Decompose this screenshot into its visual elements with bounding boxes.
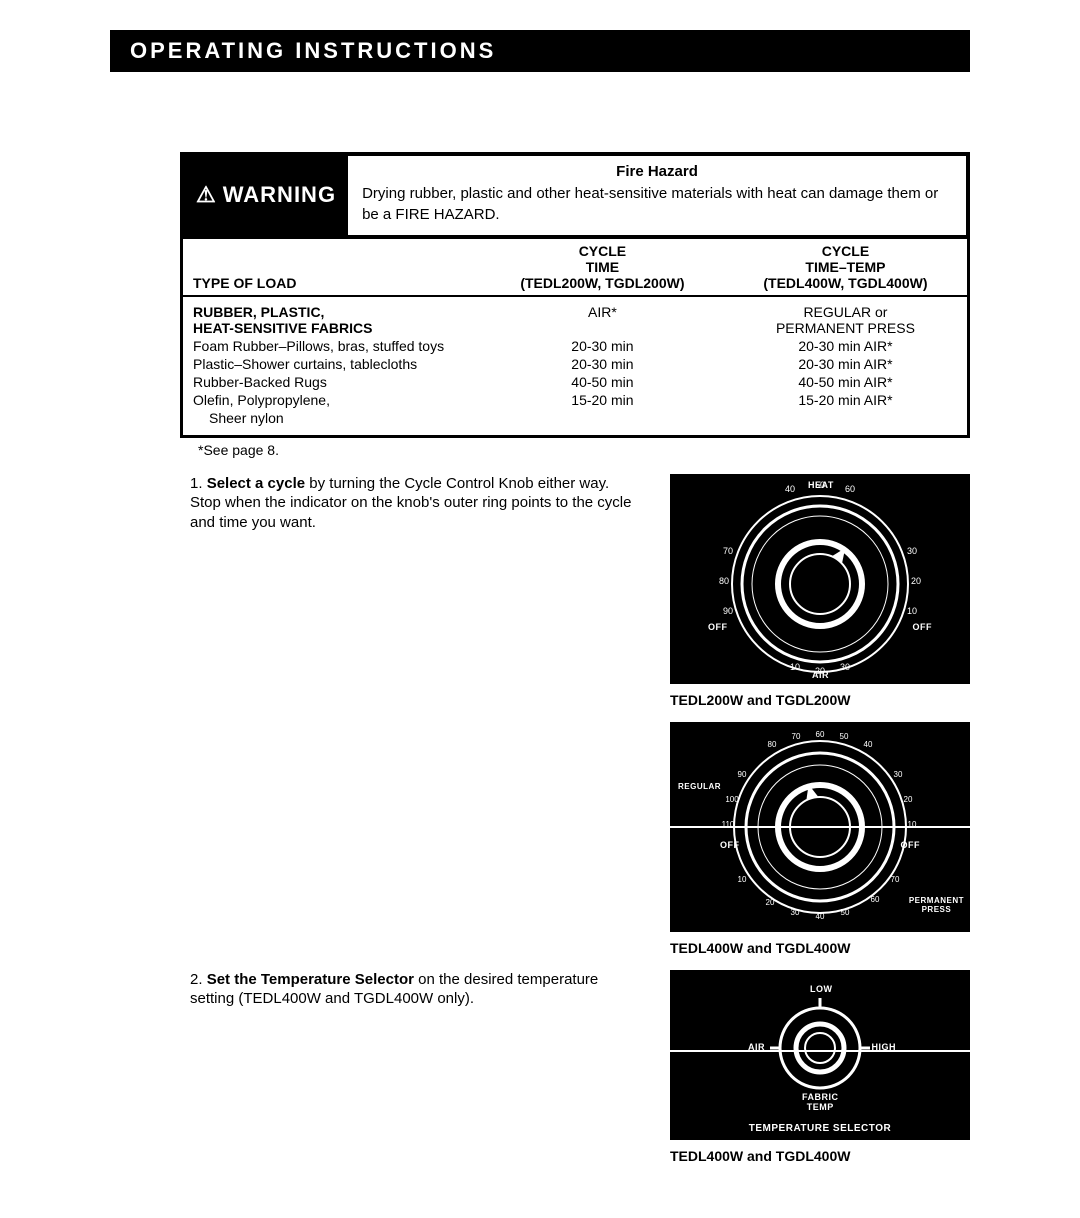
svg-text:40: 40	[816, 912, 825, 921]
svg-text:20: 20	[904, 795, 913, 804]
dial2-left-label: REGULAR	[678, 782, 721, 791]
dial3-svg	[670, 970, 970, 1140]
warning-label: ⚠ WARNING	[184, 156, 348, 235]
svg-text:30: 30	[907, 546, 917, 556]
col3-header-line2: TIME–TEMP	[730, 259, 961, 275]
dial1-right-off: OFF	[913, 622, 933, 632]
dial3-left-label: AIR	[748, 1042, 765, 1052]
col2-header-line3: (TEDL200W, TGDL200W)	[487, 275, 718, 291]
dial3-panel: LOW AIR HIGH FABRICTEMP TEMPERATURE SELE…	[670, 970, 970, 1140]
svg-text:30: 30	[840, 662, 850, 672]
svg-text:60: 60	[845, 484, 855, 494]
svg-text:70: 70	[792, 732, 801, 741]
svg-text:20: 20	[911, 576, 921, 586]
svg-text:30: 30	[791, 908, 800, 917]
dial1-panel: 40 50 60 30 20 10 70 80 90 10 20	[670, 474, 970, 684]
svg-text:50: 50	[841, 908, 850, 917]
svg-text:70: 70	[891, 875, 900, 884]
col2-header-line2: TIME	[487, 259, 718, 275]
svg-text:80: 80	[768, 740, 777, 749]
dial2-caption: TEDL400W and TGDL400W	[670, 932, 970, 970]
warning-box: ⚠ WARNING Fire Hazard Drying rubber, pla…	[180, 152, 970, 239]
step2-text: 2. Set the Temperature Selector on the d…	[180, 970, 640, 1178]
svg-text:40: 40	[864, 740, 873, 749]
dial1-left-off: OFF	[708, 622, 728, 632]
svg-text:100: 100	[725, 795, 739, 804]
dial3-bottom-label: FABRICTEMP	[802, 1092, 839, 1112]
svg-text:90: 90	[723, 606, 733, 616]
table-row: Sheer nylon	[183, 409, 967, 427]
step1-text: 1. Select a cycle by turning the Cycle C…	[180, 474, 640, 970]
svg-text:40: 40	[785, 484, 795, 494]
svg-text:30: 30	[894, 770, 903, 779]
table-row: Foam Rubber–Pillows, bras, stuffed toys …	[183, 337, 967, 355]
col2-header-line1: CYCLE	[487, 243, 718, 259]
warning-body: Drying rubber, plastic and other heat-se…	[362, 184, 952, 225]
section-h-c2: AIR*	[588, 304, 617, 320]
section-h-c1a: RUBBER, PLASTIC,	[193, 304, 481, 320]
col1-header: TYPE OF LOAD	[193, 275, 296, 291]
svg-text:50: 50	[840, 732, 849, 741]
warning-icon: ⚠	[196, 184, 217, 206]
dial3-top-label: LOW	[810, 984, 833, 994]
svg-text:60: 60	[871, 895, 880, 904]
warning-label-text: WARNING	[223, 182, 336, 208]
section-h-c3b: PERMANENT PRESS	[724, 320, 967, 336]
table-footnote: *See page 8.	[180, 438, 970, 468]
svg-text:20: 20	[766, 898, 775, 907]
col3-header-line1: CYCLE	[730, 243, 961, 259]
svg-text:80: 80	[719, 576, 729, 586]
svg-text:10: 10	[907, 606, 917, 616]
dial2-panel: 80 70 60 50 40 90 100 110 30 20 10	[670, 722, 970, 932]
dial2-right-label: PERMANENTPRESS	[909, 896, 964, 914]
table-row: Rubber-Backed Rugs 40-50 min 40-50 min A…	[183, 373, 967, 391]
section-h-c3a: REGULAR or	[724, 304, 967, 320]
table-row: Plastic–Shower curtains, tablecloths 20-…	[183, 355, 967, 373]
dial1-caption: TEDL200W and TGDL200W	[670, 684, 970, 722]
dial1-bottom-label: AIR	[812, 670, 829, 680]
warning-title: Fire Hazard	[362, 162, 952, 182]
dial3-caption: TEDL400W and TGDL400W	[670, 1140, 970, 1178]
col3-header-line3: (TEDL400W, TGDL400W)	[730, 275, 961, 291]
dial2-right-off: OFF	[901, 840, 921, 850]
table-row: Olefin, Polypropylene, 15-20 min 15-20 m…	[183, 391, 967, 409]
dial1-top-label: HEAT	[808, 480, 834, 490]
svg-text:70: 70	[723, 546, 733, 556]
page-header: OPERATING INSTRUCTIONS	[110, 30, 970, 72]
cycle-table: TYPE OF LOAD CYCLE TIME (TEDL200W, TGDL2…	[180, 239, 970, 438]
svg-text:90: 90	[738, 770, 747, 779]
dial1-svg: 40 50 60 30 20 10 70 80 90 10 20	[670, 474, 970, 684]
dial2-left-off: OFF	[720, 840, 740, 850]
svg-text:10: 10	[790, 662, 800, 672]
svg-text:10: 10	[738, 875, 747, 884]
dial3-right-label: HIGH	[872, 1042, 897, 1052]
svg-text:60: 60	[816, 730, 825, 739]
section-h-c1b: HEAT-SENSITIVE FABRICS	[193, 320, 481, 336]
dial3-footer: TEMPERATURE SELECTOR	[670, 1123, 970, 1134]
